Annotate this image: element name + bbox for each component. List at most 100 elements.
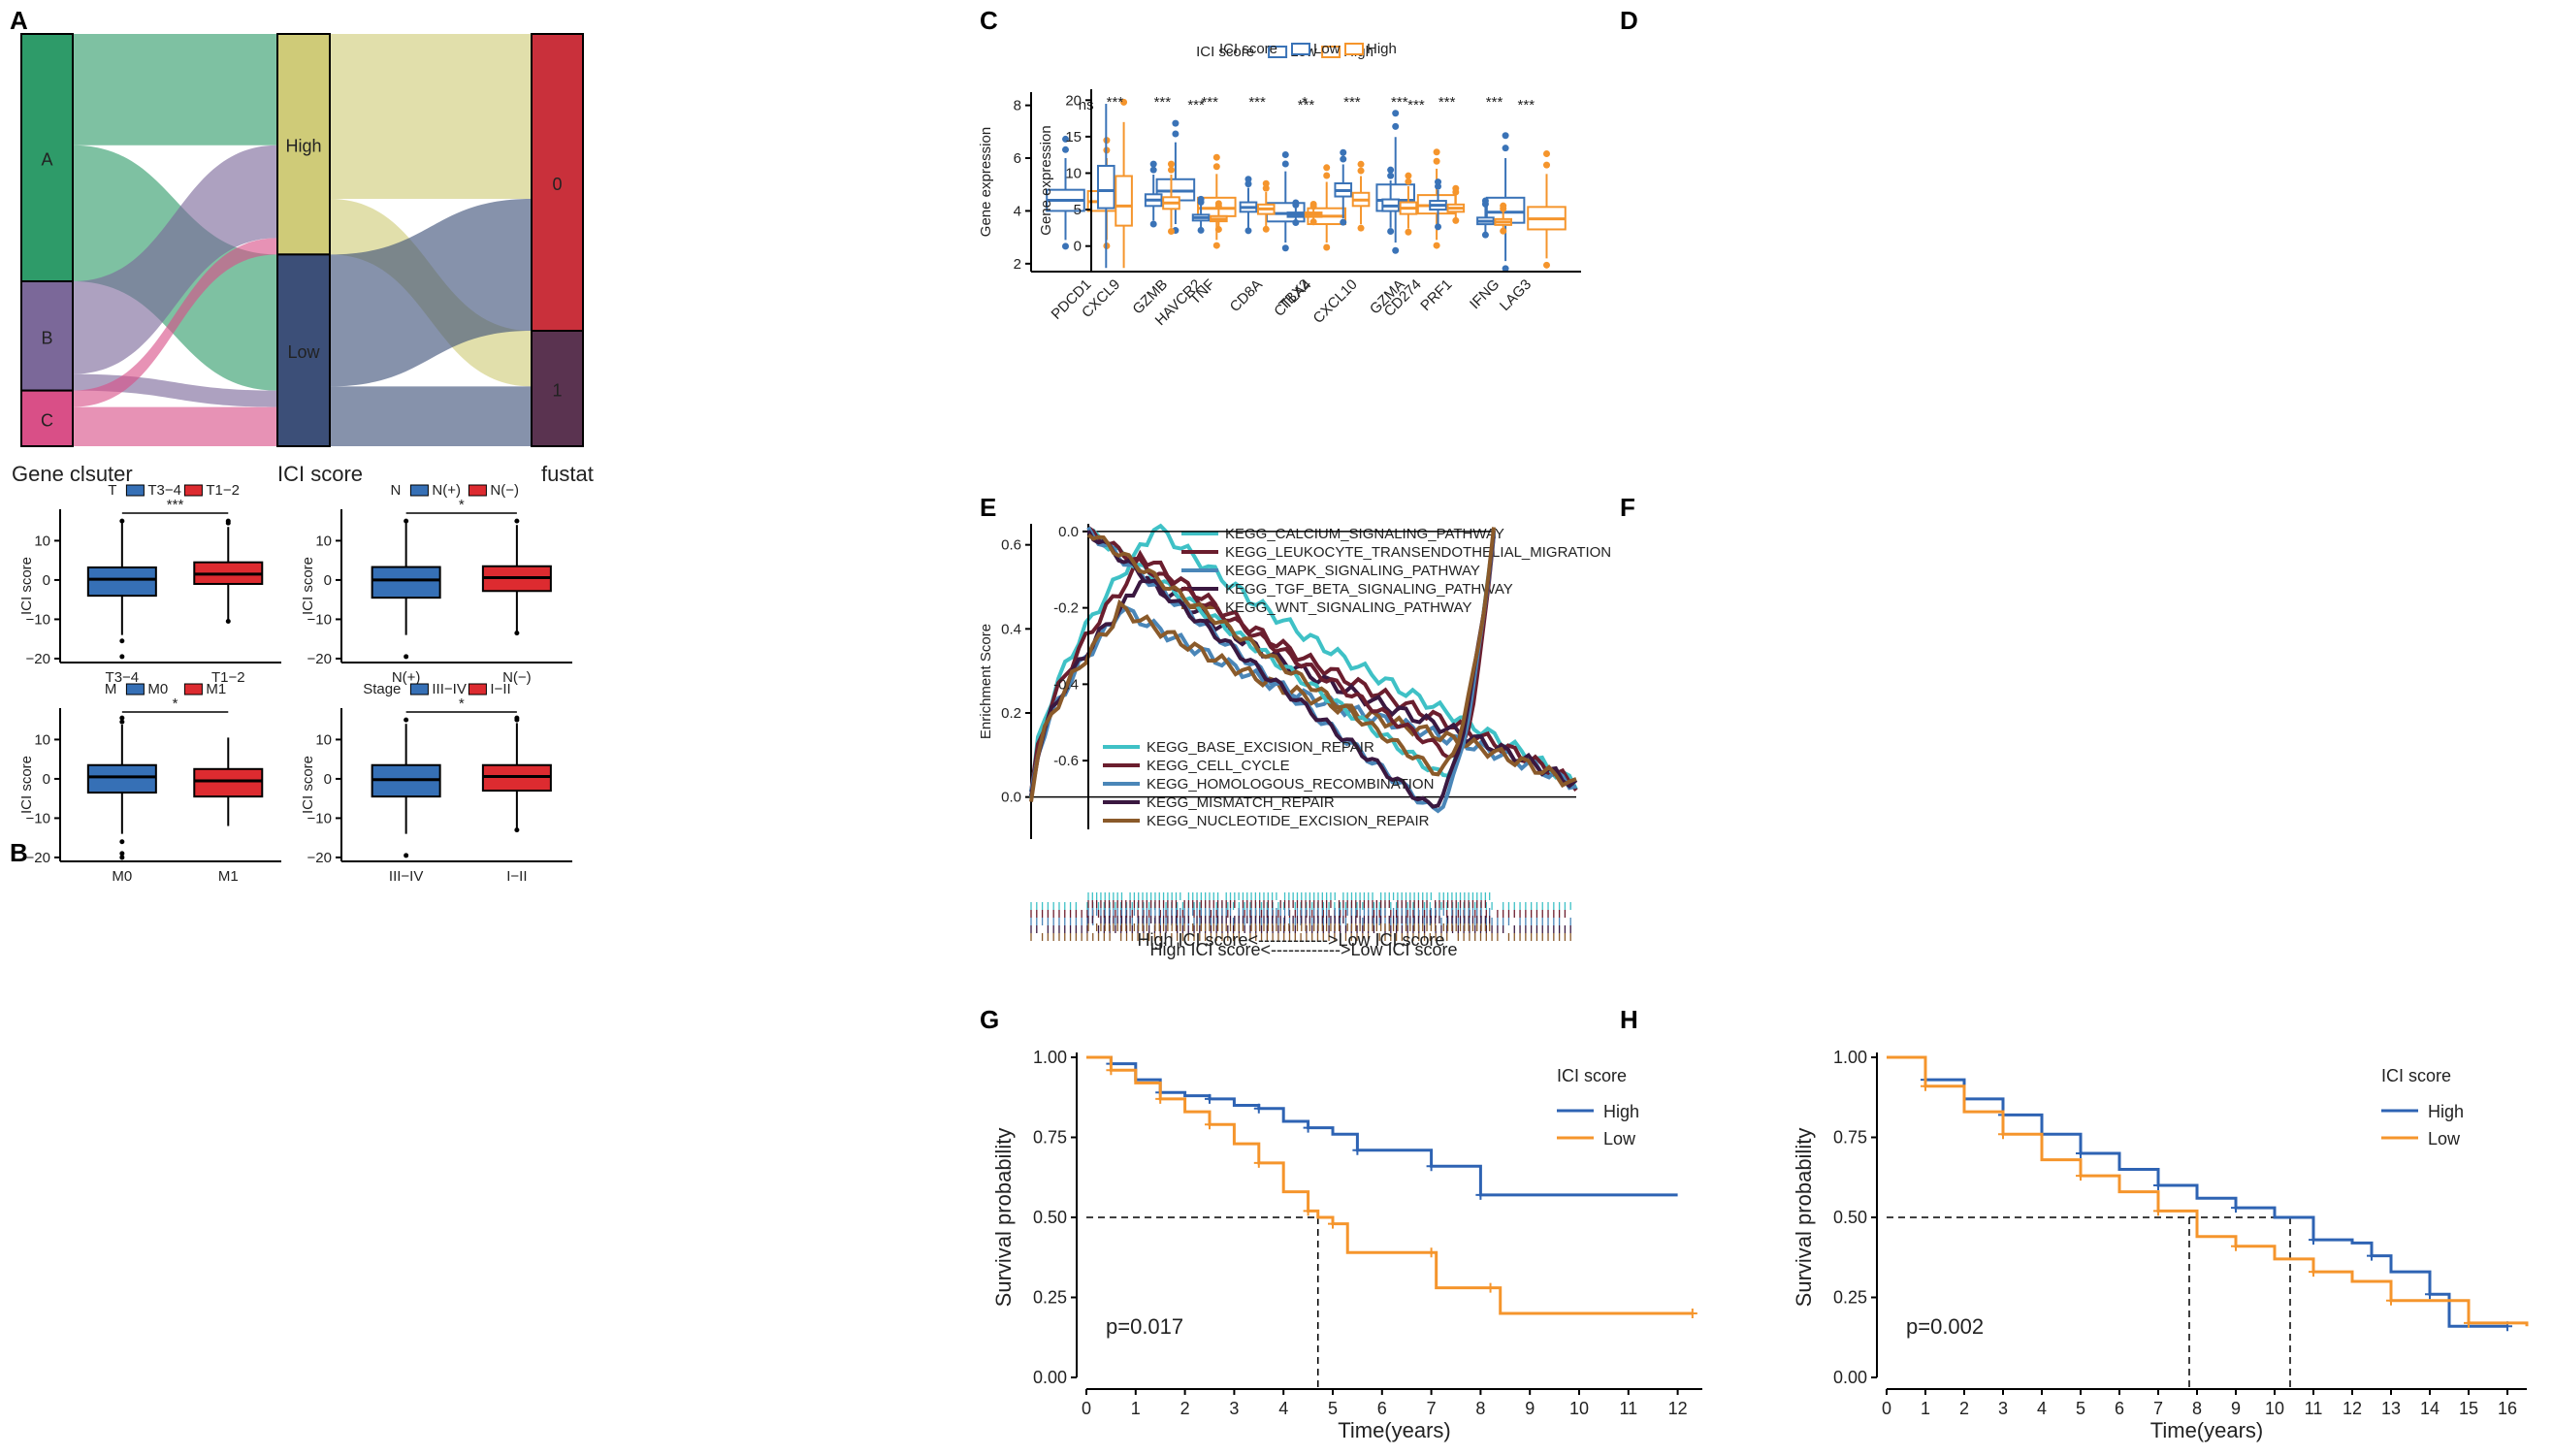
survival-curve-High [1086, 1055, 1678, 1197]
enrichment-line-4 [1086, 527, 1496, 777]
outlier-point [404, 654, 409, 660]
y-tick-label: 0.2 [1001, 705, 1021, 722]
x-tick-label: 10 [1569, 1399, 1589, 1418]
outlier-point [1433, 157, 1440, 165]
significance-label: *** [1248, 94, 1266, 111]
outlier-point [1262, 225, 1270, 233]
outlier-point [1543, 261, 1551, 269]
legend-title: N [391, 482, 402, 499]
y-axis-label: ICI score [18, 756, 35, 814]
x-tick-label: 5 [2076, 1399, 2085, 1418]
fustat-node-label: 0 [552, 175, 562, 194]
x-tick-label: 5 [1328, 1399, 1338, 1418]
significance-label: *** [1298, 97, 1315, 113]
censor-mark [1328, 1218, 1338, 1229]
outlier-point [1244, 227, 1252, 235]
outlier-point [119, 518, 125, 524]
outlier-point [1405, 172, 1412, 179]
outlier-point [1309, 218, 1317, 226]
survival-curve-Low [1086, 1055, 1693, 1315]
ici-node-Low [276, 253, 331, 447]
censor-mark [1426, 1247, 1437, 1258]
box-M-1-box [193, 767, 264, 798]
y-tick-label: 0 [324, 771, 332, 788]
x-tick-label: 11 [1619, 1399, 1637, 1418]
cluster-node-C [20, 389, 74, 447]
legend-swatch [409, 484, 429, 497]
outlier-point [1212, 153, 1220, 161]
legend-label: M1 [206, 681, 226, 697]
y-tick-label: -0.2 [1053, 600, 1079, 617]
box-N-0-box [371, 566, 441, 599]
censor-mark [1485, 1282, 1496, 1293]
censor-mark [2076, 1149, 2085, 1158]
significance-label: *** [1154, 94, 1172, 111]
outlier-point [1387, 227, 1395, 235]
outlier-point [119, 654, 125, 660]
x-tick-label: M0 [112, 868, 132, 885]
x-tick-label: 2 [1180, 1399, 1190, 1418]
y-tick-label: 0.0 [1058, 524, 1079, 540]
outlier-point [514, 715, 520, 721]
sankey-flow-B-High [73, 145, 277, 374]
y-axis-label: ICI score [300, 756, 316, 814]
x-tick-label: 1 [1921, 1399, 1930, 1418]
x-tick-label: 15 [2459, 1399, 2478, 1418]
y-tick-label: 6 [1014, 150, 1021, 167]
legend-title: T [108, 482, 116, 499]
y-tick-label: 1.00 [1833, 1048, 1867, 1067]
y-tick-label: 10 [1065, 165, 1082, 181]
censor-mark [1998, 1129, 2008, 1140]
x-tick-label: M1 [218, 868, 239, 885]
y-tick-label: 2 [1014, 256, 1021, 273]
legend-title: ICI score [1219, 41, 1277, 57]
censor-mark [2309, 1267, 2318, 1278]
y-tick-label: 0.6 [1001, 537, 1021, 554]
legend-title: ICI score [1196, 44, 1254, 60]
outlier-point [1387, 172, 1395, 179]
outlier-point [1167, 166, 1175, 174]
legend-label: Low [1603, 1129, 1636, 1149]
outlier-point [1214, 225, 1222, 233]
legend-label: T3−4 [147, 482, 181, 499]
legend-label: KEGG_TGF_BETA_SIGNALING_PATHWAY [1225, 581, 1513, 598]
enrichment-line-4 [1029, 599, 1577, 802]
outlier-point [1392, 110, 1400, 117]
y-axis-label: ICI score [18, 557, 35, 615]
outlier-point [1340, 155, 1347, 163]
outlier-point [1500, 202, 1507, 210]
outlier-point [1435, 223, 1442, 231]
censor-mark [2367, 1250, 2376, 1261]
sankey-flow-High-0 [330, 34, 532, 199]
x-tick-label: 3 [1229, 1399, 1239, 1418]
y-tick-label: 0.4 [1001, 621, 1021, 637]
outlier-point [119, 715, 125, 721]
x-tick-label: T3−4 [106, 669, 140, 686]
legend-label: Low [2428, 1129, 2461, 1149]
legend-label: KEGG_NUCLEOTIDE_EXCISION_REPAIR [1147, 813, 1430, 829]
outlier-point [1340, 148, 1347, 156]
fustat-node-label: 1 [552, 381, 562, 401]
outlier-point [1387, 166, 1395, 174]
y-tick-label: 4 [1014, 203, 1021, 219]
legend-swatch [468, 484, 487, 497]
outlier-point [1167, 160, 1175, 168]
x-axis-label: Time(years) [2150, 1418, 2264, 1442]
x-tick-label: 8 [1475, 1399, 1485, 1418]
x-axis-label: Time(years) [1338, 1418, 1451, 1442]
outlier-point [1452, 184, 1460, 192]
legend-swatch [409, 683, 429, 696]
censor-mark [1205, 1119, 1214, 1130]
panel-letter-D: D [1620, 6, 1638, 35]
significance-label: *** [1107, 94, 1124, 111]
outlier-point [514, 518, 520, 524]
x-tick-label: N(−) [502, 669, 532, 686]
x-axis-label: High ICI score<------------>Low ICI scor… [1137, 930, 1444, 950]
y-axis-label: Gene expression [1038, 125, 1054, 235]
x-tick-label: 3 [1998, 1399, 2008, 1418]
panel-letter-C: C [980, 6, 998, 35]
legend-swatch [183, 683, 203, 696]
x-tick-label: 1 [1131, 1399, 1141, 1418]
censor-mark [2464, 1317, 2473, 1328]
censor-mark [2231, 1241, 2241, 1251]
